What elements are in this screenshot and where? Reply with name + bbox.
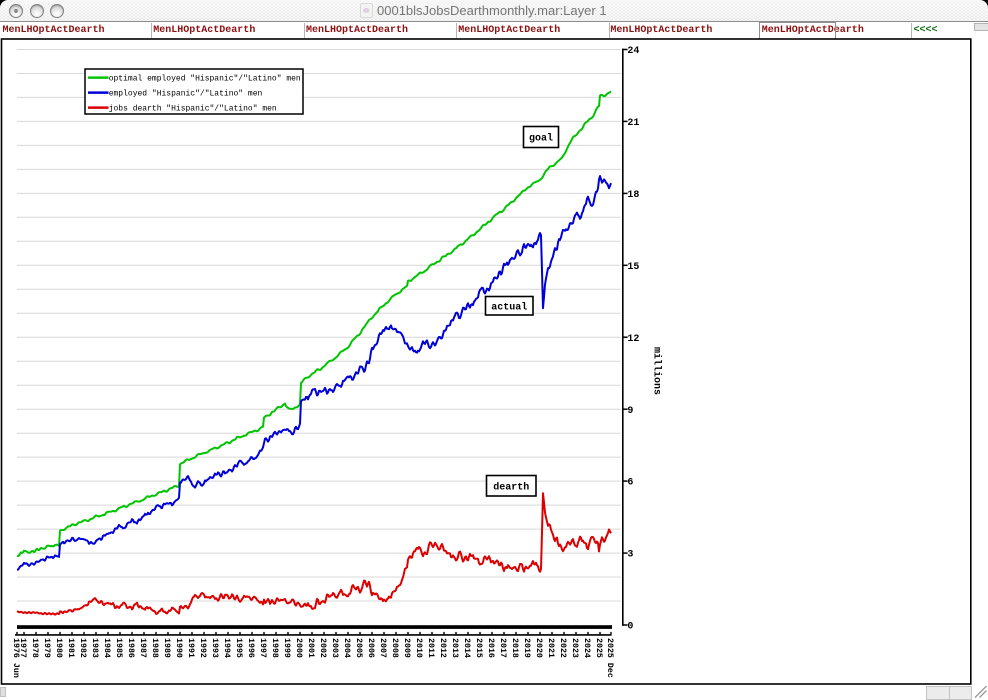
svg-text:1990: 1990: [174, 638, 183, 658]
svg-text:2024: 2024: [582, 638, 591, 658]
svg-text:9: 9: [627, 406, 633, 417]
svg-text:2009: 2009: [402, 638, 411, 658]
svg-text:1984: 1984: [102, 638, 111, 658]
svg-text:1995: 1995: [234, 638, 243, 658]
svg-text:2002: 2002: [318, 638, 327, 658]
svg-text:3: 3: [627, 550, 633, 561]
svg-text:actual: actual: [491, 301, 527, 313]
svg-text:1998: 1998: [270, 638, 279, 658]
svg-text:2022: 2022: [558, 638, 567, 658]
svg-text:21: 21: [627, 118, 639, 129]
svg-text:1977: 1977: [18, 638, 27, 658]
svg-text:1983: 1983: [90, 638, 99, 658]
svg-text:1992: 1992: [198, 638, 207, 658]
svg-text:18: 18: [627, 190, 639, 201]
svg-text:2001: 2001: [306, 638, 315, 658]
svg-text:1991: 1991: [186, 638, 195, 658]
svg-text:2021: 2021: [546, 638, 555, 658]
svg-text:goal: goal: [529, 133, 553, 145]
svg-text:1980: 1980: [54, 638, 63, 658]
svg-text:2025 Dec: 2025 Dec: [605, 638, 614, 678]
svg-text:2000: 2000: [294, 638, 303, 658]
svg-text:2005: 2005: [354, 638, 363, 658]
svg-text:24: 24: [627, 46, 639, 57]
svg-text:1997: 1997: [258, 638, 267, 658]
svg-text:2003: 2003: [330, 638, 339, 658]
svg-text:15: 15: [627, 262, 639, 273]
svg-text:12: 12: [627, 334, 639, 345]
svg-text:1987: 1987: [138, 638, 147, 658]
svg-text:2025: 2025: [594, 638, 603, 658]
svg-text:employed "Hispanic"/"Latino" m: employed "Hispanic"/"Latino" men: [109, 90, 263, 99]
svg-text:1981: 1981: [66, 638, 75, 658]
svg-text:1976 Jun: 1976 Jun: [11, 638, 20, 678]
svg-text:2020: 2020: [534, 638, 543, 658]
svg-text:2007: 2007: [378, 638, 387, 658]
svg-text:optimal employed "Hispanic"/"L: optimal employed "Hispanic"/"Latino" men: [109, 75, 301, 84]
svg-text:2008: 2008: [390, 638, 399, 658]
svg-text:dearth: dearth: [493, 481, 529, 493]
svg-text:jobs dearth "Hispanic"/"Latino: jobs dearth "Hispanic"/"Latino" men: [109, 105, 277, 114]
svg-text:1986: 1986: [126, 638, 135, 658]
svg-text:2010: 2010: [414, 638, 423, 658]
svg-text:1989: 1989: [162, 638, 171, 658]
svg-text:2015: 2015: [474, 638, 483, 658]
svg-text:1988: 1988: [150, 638, 159, 658]
svg-text:1999: 1999: [282, 638, 291, 658]
svg-text:0: 0: [627, 622, 633, 633]
svg-text:1985: 1985: [114, 638, 123, 658]
svg-text:2023: 2023: [570, 638, 579, 658]
svg-text:2004: 2004: [342, 638, 351, 658]
svg-text:1978: 1978: [30, 638, 39, 658]
svg-text:1996: 1996: [246, 638, 255, 658]
svg-text:2006: 2006: [366, 638, 375, 658]
svg-text:millions: millions: [651, 347, 663, 395]
svg-text:2017: 2017: [498, 638, 507, 658]
svg-text:2014: 2014: [462, 638, 471, 658]
svg-text:2019: 2019: [522, 638, 531, 658]
svg-text:2011: 2011: [426, 638, 435, 658]
svg-text:6: 6: [627, 478, 633, 489]
svg-text:1994: 1994: [222, 638, 231, 658]
svg-text:2016: 2016: [486, 638, 495, 658]
svg-text:1993: 1993: [210, 638, 219, 658]
svg-text:2012: 2012: [438, 638, 447, 658]
svg-text:2018: 2018: [510, 638, 519, 658]
svg-text:2013: 2013: [450, 638, 459, 658]
svg-text:1979: 1979: [42, 638, 51, 658]
svg-text:1982: 1982: [78, 638, 87, 658]
